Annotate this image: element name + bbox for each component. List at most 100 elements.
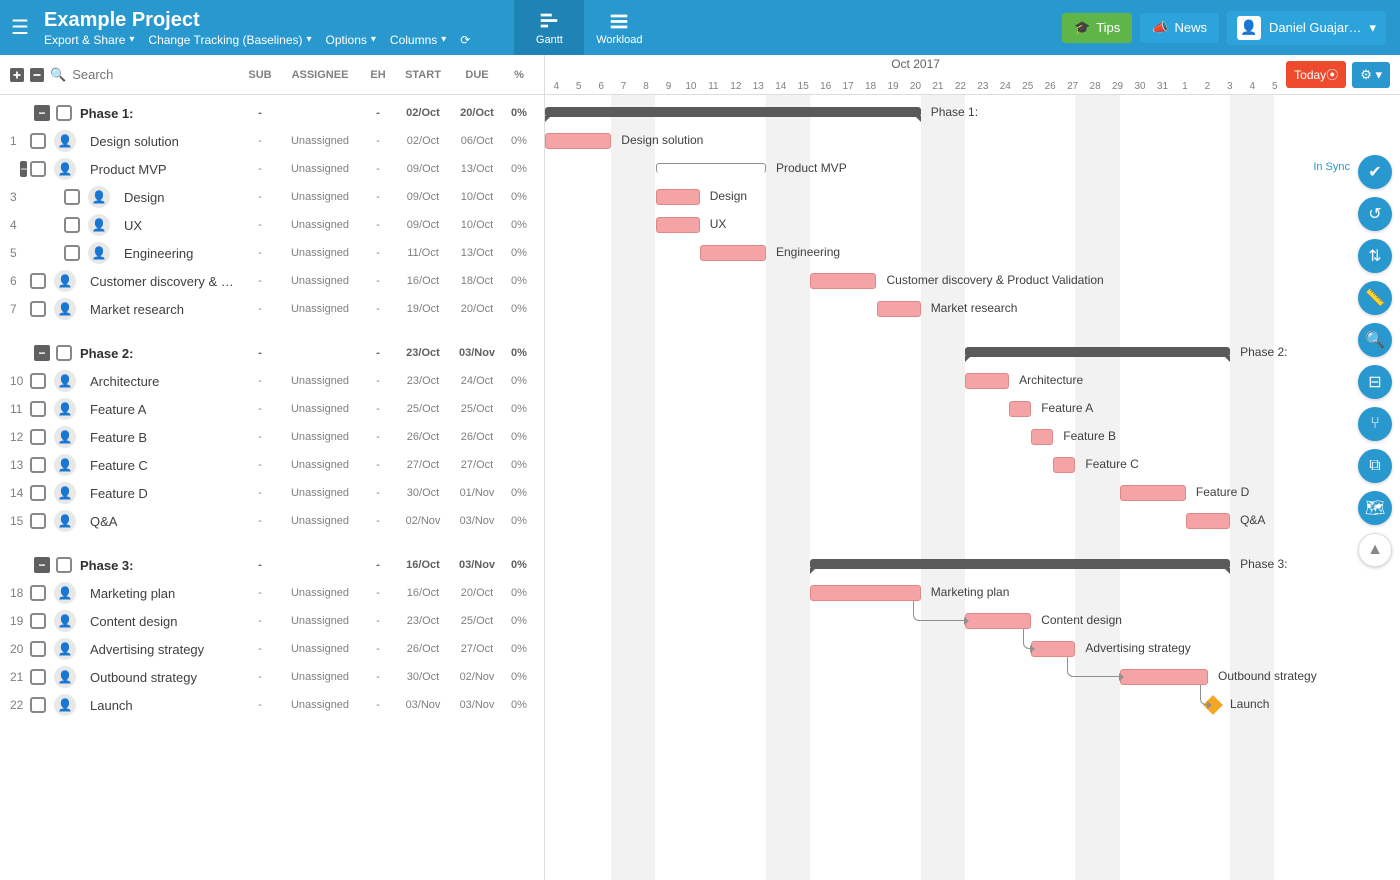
task-row[interactable]: 18 👤 Marketing plan - Unassigned - 16/Oc… xyxy=(0,579,544,607)
submenu-options[interactable]: Options xyxy=(326,33,376,47)
side-tool-path[interactable]: ⑂ xyxy=(1358,407,1392,441)
remove-icon[interactable] xyxy=(30,68,44,82)
task-row[interactable]: 14 👤 Feature D - Unassigned - 30/Oct 01/… xyxy=(0,479,544,507)
tips-button[interactable]: 🎓 Tips xyxy=(1062,13,1132,43)
assignee-avatar[interactable]: 👤 xyxy=(54,130,76,152)
assignee-avatar[interactable]: 👤 xyxy=(54,270,76,292)
submenu-export[interactable]: Export & Share xyxy=(44,33,134,47)
task-row[interactable]: 13 👤 Feature C - Unassigned - 27/Oct 27/… xyxy=(0,451,544,479)
phase-bar[interactable] xyxy=(965,347,1230,357)
assignee-avatar[interactable]: 👤 xyxy=(88,186,110,208)
submenu-columns[interactable]: Columns xyxy=(390,33,446,47)
add-icon[interactable] xyxy=(10,68,24,82)
task-checkbox[interactable] xyxy=(30,273,46,289)
phase-row[interactable]: − Phase 2: - - 23/Oct 03/Nov 0% xyxy=(0,339,544,367)
side-tool-up[interactable]: ▲ xyxy=(1358,533,1392,567)
today-button[interactable]: Today⦿ xyxy=(1286,61,1346,88)
task-row[interactable]: 4 👤 UX - Unassigned - 09/Oct 10/Oct 0% xyxy=(0,211,544,239)
task-bar[interactable] xyxy=(1031,641,1075,657)
side-tool-sort[interactable]: ⇅ xyxy=(1358,239,1392,273)
task-checkbox[interactable] xyxy=(30,513,46,529)
assignee-avatar[interactable]: 👤 xyxy=(54,694,76,716)
gantt-panel[interactable]: Phase 1:Design solutionProduct MVPDesign… xyxy=(545,95,1400,880)
view-tab-workload[interactable]: Workload xyxy=(584,0,654,55)
task-row[interactable]: 20 👤 Advertising strategy - Unassigned -… xyxy=(0,635,544,663)
assignee-avatar[interactable]: 👤 xyxy=(54,298,76,320)
assignee-avatar[interactable]: 👤 xyxy=(54,398,76,420)
side-tool-critical[interactable]: ⊟ xyxy=(1358,365,1392,399)
side-tool-ruler[interactable]: 📏 xyxy=(1358,281,1392,315)
task-row[interactable]: 15 👤 Q&A - Unassigned - 02/Nov 03/Nov 0% xyxy=(0,507,544,535)
task-checkbox[interactable] xyxy=(64,189,80,205)
task-bar[interactable] xyxy=(1053,457,1075,473)
task-bar[interactable] xyxy=(877,301,921,317)
view-tab-gantt[interactable]: Gantt xyxy=(514,0,584,55)
parent-bar[interactable] xyxy=(656,163,767,173)
task-bar[interactable] xyxy=(1120,669,1208,685)
task-checkbox[interactable] xyxy=(30,429,46,445)
task-row[interactable]: 21 👤 Outbound strategy - Unassigned - 30… xyxy=(0,663,544,691)
task-row[interactable]: 10 👤 Architecture - Unassigned - 23/Oct … xyxy=(0,367,544,395)
phase-bar[interactable] xyxy=(810,559,1230,569)
task-checkbox[interactable] xyxy=(64,217,80,233)
refresh-icon[interactable]: ⟳ xyxy=(460,33,470,47)
task-bar[interactable] xyxy=(700,245,766,261)
assignee-avatar[interactable]: 👤 xyxy=(54,158,76,180)
task-row[interactable]: 11 👤 Feature A - Unassigned - 25/Oct 25/… xyxy=(0,395,544,423)
user-menu[interactable]: 👤 Daniel Guajar… ▾ xyxy=(1227,11,1386,45)
task-checkbox[interactable] xyxy=(30,669,46,685)
collapse-button[interactable]: − xyxy=(34,557,50,573)
task-checkbox[interactable] xyxy=(30,373,46,389)
task-row[interactable]: 5 👤 Engineering - Unassigned - 11/Oct 13… xyxy=(0,239,544,267)
side-tool-map[interactable]: 🗺 xyxy=(1358,491,1392,525)
task-checkbox[interactable] xyxy=(30,485,46,501)
assignee-avatar[interactable]: 👤 xyxy=(54,582,76,604)
task-bar[interactable] xyxy=(656,217,700,233)
assignee-avatar[interactable]: 👤 xyxy=(54,666,76,688)
task-row[interactable]: 3 👤 Design - Unassigned - 09/Oct 10/Oct … xyxy=(0,183,544,211)
side-tool-zoom[interactable]: 🔍 xyxy=(1358,323,1392,357)
task-bar[interactable] xyxy=(656,189,700,205)
collapse-button[interactable]: − xyxy=(20,161,27,177)
assignee-avatar[interactable]: 👤 xyxy=(54,482,76,504)
assignee-avatar[interactable]: 👤 xyxy=(88,242,110,264)
task-checkbox[interactable] xyxy=(56,105,72,121)
task-row[interactable]: 22 👤 Launch - Unassigned - 03/Nov 03/Nov… xyxy=(0,691,544,719)
task-bar[interactable] xyxy=(965,613,1031,629)
assignee-avatar[interactable]: 👤 xyxy=(88,214,110,236)
news-button[interactable]: 📣 News xyxy=(1140,13,1219,43)
task-row[interactable]: 1 👤 Design solution - Unassigned - 02/Oc… xyxy=(0,127,544,155)
task-checkbox[interactable] xyxy=(30,161,46,177)
settings-button[interactable]: ⚙ ▾ xyxy=(1352,62,1390,88)
task-bar[interactable] xyxy=(1031,429,1053,445)
task-checkbox[interactable] xyxy=(30,613,46,629)
search-input[interactable] xyxy=(72,67,220,82)
task-row[interactable]: − 👤 Product MVP - Unassigned - 09/Oct 13… xyxy=(0,155,544,183)
assignee-avatar[interactable]: 👤 xyxy=(54,454,76,476)
collapse-button[interactable]: − xyxy=(34,105,50,121)
task-checkbox[interactable] xyxy=(64,245,80,261)
task-checkbox[interactable] xyxy=(30,301,46,317)
assignee-avatar[interactable]: 👤 xyxy=(54,426,76,448)
collapse-button[interactable]: − xyxy=(34,345,50,361)
submenu-tracking[interactable]: Change Tracking (Baselines) xyxy=(148,33,311,47)
task-checkbox[interactable] xyxy=(30,401,46,417)
task-checkbox[interactable] xyxy=(56,557,72,573)
task-checkbox[interactable] xyxy=(56,345,72,361)
task-checkbox[interactable] xyxy=(30,641,46,657)
task-row[interactable]: 6 👤 Customer discovery & … - Unassigned … xyxy=(0,267,544,295)
task-checkbox[interactable] xyxy=(30,457,46,473)
task-bar[interactable] xyxy=(1120,485,1186,501)
task-checkbox[interactable] xyxy=(30,133,46,149)
assignee-avatar[interactable]: 👤 xyxy=(54,638,76,660)
task-bar[interactable] xyxy=(965,373,1009,389)
side-tool-undo[interactable]: ↺ xyxy=(1358,197,1392,231)
assignee-avatar[interactable]: 👤 xyxy=(54,370,76,392)
task-bar[interactable] xyxy=(545,133,611,149)
task-bar[interactable] xyxy=(810,585,921,601)
task-row[interactable]: 7 👤 Market research - Unassigned - 19/Oc… xyxy=(0,295,544,323)
task-row[interactable]: 12 👤 Feature B - Unassigned - 26/Oct 26/… xyxy=(0,423,544,451)
menu-icon[interactable]: ☰ xyxy=(0,15,40,40)
task-bar[interactable] xyxy=(810,273,876,289)
assignee-avatar[interactable]: 👤 xyxy=(54,510,76,532)
